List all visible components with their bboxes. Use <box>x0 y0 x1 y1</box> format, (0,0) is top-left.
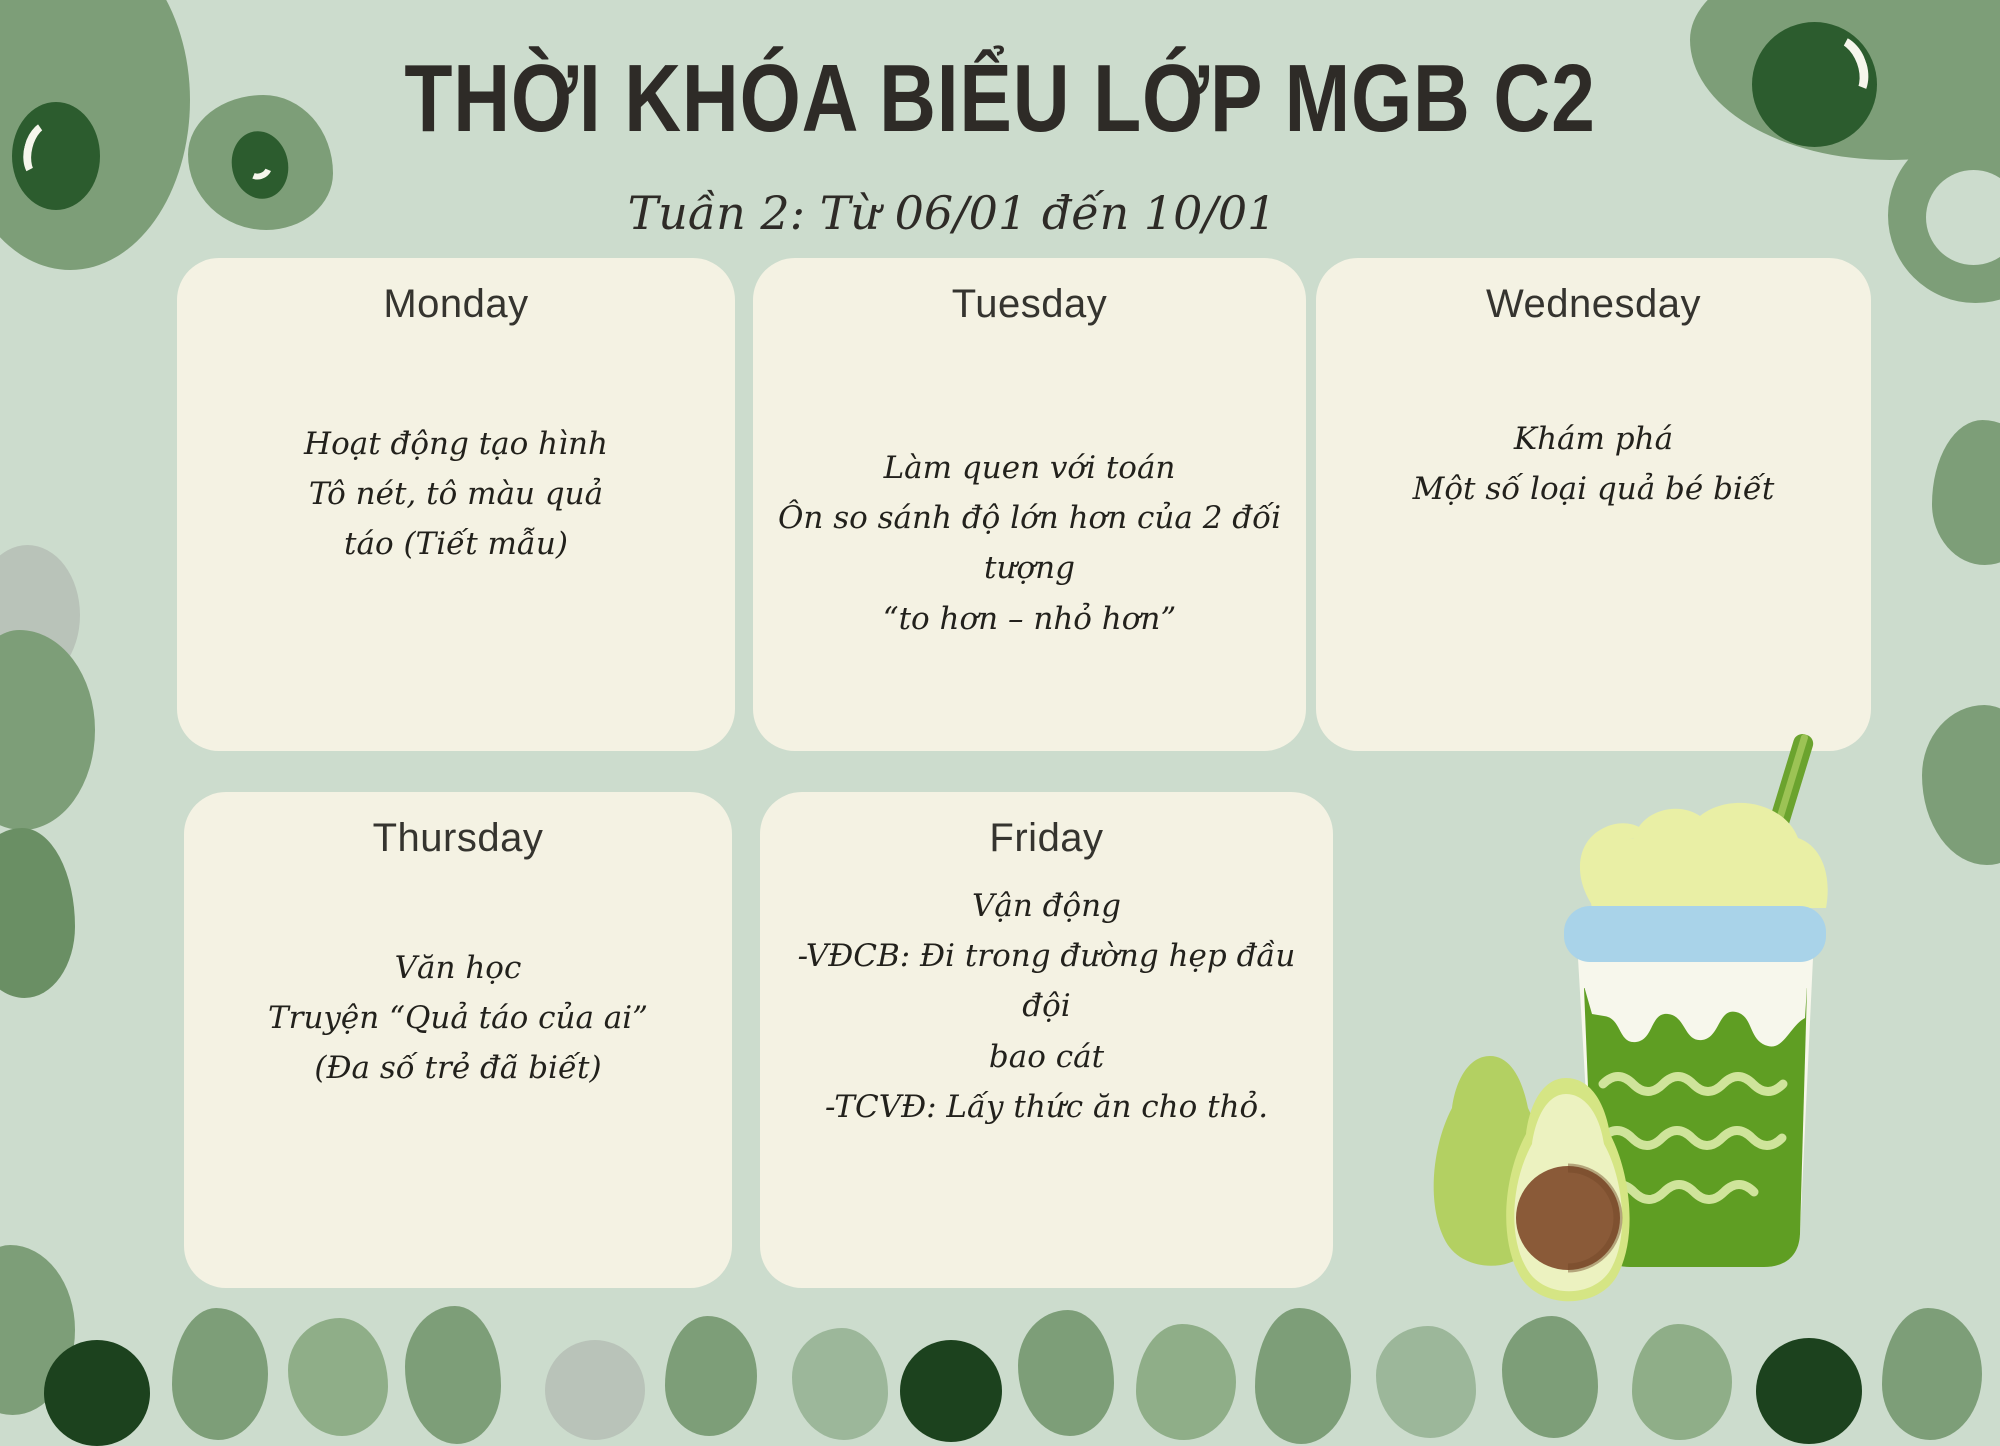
seed-dot-top-right <box>1752 22 1878 147</box>
decor-bottom-blob <box>405 1306 501 1444</box>
decor-bottom-blob <box>1882 1308 1982 1440</box>
decor-bottom-blob <box>1376 1326 1476 1438</box>
seed-arc-icon <box>240 149 277 184</box>
day-activities: Vận động -VĐCB: Đi trong đường hẹp đầu đ… <box>797 888 1296 1125</box>
seed-dot-top-left <box>12 102 100 210</box>
decor-bottom-blob <box>172 1308 268 1440</box>
decor-blob-left-2 <box>0 828 75 998</box>
decor-bottom-blob <box>1502 1316 1598 1438</box>
wave-line-icon <box>1597 1126 1787 1150</box>
decor-blob-top-left-2 <box>188 95 333 230</box>
day-card-thursday: Thursday Văn học Truyện “Quả táo của ai”… <box>184 792 732 1288</box>
decor-bottom-blob <box>1255 1308 1351 1444</box>
decor-bottom-dot <box>44 1340 150 1446</box>
decor-bottom-blob <box>665 1316 757 1436</box>
decor-bottom-blob <box>288 1318 388 1436</box>
avocado-smoothie-illustration <box>1433 734 1828 1302</box>
decor-bottom-dot <box>545 1340 645 1440</box>
decor-bottom-dot <box>900 1340 1002 1442</box>
avocado-pit-icon <box>1516 1166 1620 1270</box>
wave-line-icon <box>1598 1072 1788 1096</box>
seed-highlight-icon <box>17 115 73 187</box>
decor-blob-left-1 <box>0 630 95 830</box>
decor-blob-top-left <box>0 0 190 270</box>
decor-blob-right-2 <box>1922 705 2000 865</box>
day-activities: Văn học Truyện “Quả táo của ai” (Đa số t… <box>267 950 649 1087</box>
day-label: Wednesday <box>1485 282 1701 326</box>
day-card-tuesday: Tuesday Làm quen với toán Ôn so sánh độ … <box>753 258 1306 751</box>
whipped-cream-curl-icon <box>1579 823 1651 908</box>
avocado-pit-shade-icon <box>1567 1163 1623 1273</box>
whipped-cream-icon <box>1590 802 1828 908</box>
day-label: Thursday <box>372 816 544 860</box>
day-activities: Làm quen với toán Ôn so sánh độ lớn hơn … <box>777 450 1281 637</box>
page-subtitle: Tuần 2: Từ 06/01 đến 10/01 <box>627 186 1277 240</box>
decor-bottom-dot <box>1756 1338 1862 1444</box>
day-card-wednesday: Wednesday Khám phá Một số loại quả bé bi… <box>1316 258 1871 751</box>
page-title: THỜI KHÓA BIỂU LỚP MGB C2 <box>404 45 1596 152</box>
day-label: Friday <box>989 816 1104 860</box>
day-card-friday: Friday Vận động -VĐCB: Đi trong đường hẹ… <box>760 792 1333 1288</box>
cream-drips-icon <box>1584 986 1807 1047</box>
decor-bottom-blob <box>792 1328 888 1440</box>
decor-bottom-blob <box>1018 1310 1114 1436</box>
decor-bottom-blob <box>1632 1324 1732 1440</box>
wave-line-icon <box>1599 1180 1759 1204</box>
day-label: Monday <box>383 282 529 326</box>
decor-bottom-blob <box>1136 1324 1236 1440</box>
donut-hole <box>1926 170 2000 265</box>
day-label: Tuesday <box>951 282 1108 326</box>
decor-blob-right-1 <box>1932 420 2000 565</box>
day-activities: Khám phá Một số loại quả bé biết <box>1412 421 1775 508</box>
day-activities: Hoạt động tạo hình Tô nét, tô màu quả tá… <box>304 426 608 563</box>
day-card-monday: Monday Hoạt động tạo hình Tô nét, tô màu… <box>177 258 735 751</box>
cup-rim-icon <box>1564 906 1826 962</box>
